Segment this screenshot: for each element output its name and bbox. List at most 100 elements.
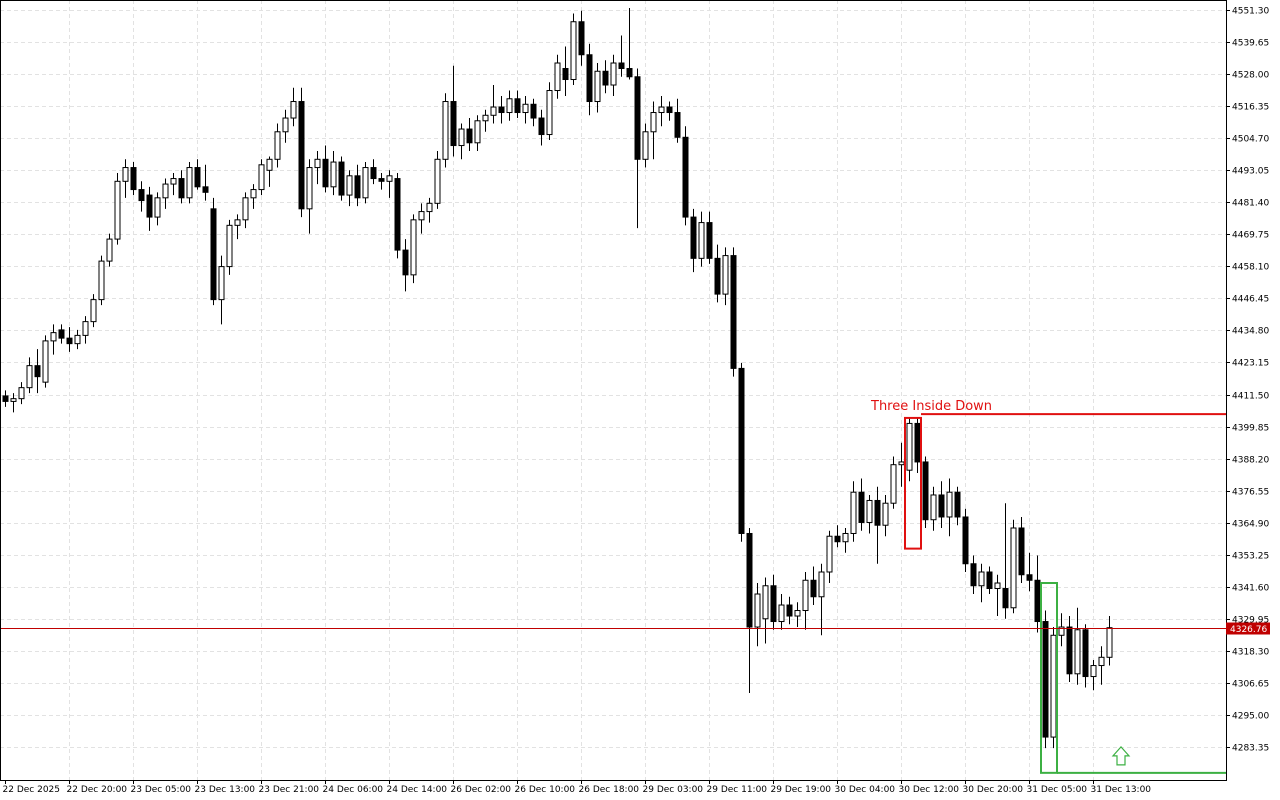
x-tick-label: 26 Dec 02:00 [451, 785, 512, 795]
candle-body [898, 461, 905, 466]
candle-body [58, 329, 65, 339]
candle-body [994, 582, 1001, 590]
candle-body [794, 610, 801, 617]
candle-body [778, 604, 785, 623]
candle-body [762, 585, 769, 620]
pattern-box [1040, 582, 1058, 774]
candle-body [1026, 574, 1033, 581]
candle-body [490, 106, 497, 116]
candle-body [418, 211, 425, 221]
last-price-label: 4326.76 [1230, 625, 1267, 635]
x-tick-label: 24 Dec 14:00 [387, 785, 448, 795]
candle-body [562, 68, 569, 81]
x-tick-label: 23 Dec 13:00 [195, 785, 256, 795]
candle-body [266, 158, 273, 171]
candle-body [314, 158, 321, 169]
candle-body [1066, 626, 1073, 675]
candle-body [986, 571, 993, 590]
candle-body [634, 76, 641, 160]
candle-body [330, 161, 337, 188]
x-tick-label: 22 Dec 2025 [3, 785, 61, 795]
candle-body [162, 183, 169, 199]
candle-body [946, 491, 953, 518]
candle-body [698, 222, 705, 259]
candle-body [938, 494, 945, 518]
candle-body [1050, 634, 1057, 738]
candle-body [130, 167, 137, 191]
x-tick-label: 31 Dec 05:00 [1027, 785, 1088, 795]
y-tick-label: 4318.30 [1232, 648, 1269, 658]
x-tick-label: 31 Dec 13:00 [1091, 785, 1152, 795]
candle-body [1018, 527, 1025, 576]
candle-body [466, 128, 473, 144]
candle-body [426, 202, 433, 213]
candle-body [74, 334, 81, 345]
candle-body [962, 516, 969, 565]
y-tick-label: 4481.40 [1232, 199, 1269, 209]
y-tick-label: 4306.65 [1232, 680, 1269, 690]
candle-body [922, 461, 929, 521]
y-tick-label: 4528.00 [1232, 71, 1269, 81]
candle-body [746, 532, 753, 628]
candle-body [1010, 527, 1017, 609]
x-tick-label: 24 Dec 06:00 [323, 785, 384, 795]
candle-body [362, 167, 369, 199]
y-tick-label: 4341.60 [1232, 584, 1269, 594]
axes: 4551.30 4539.65 4528.00 4516.35 4504.70 4493.… [3, 7, 1270, 795]
candle-body [354, 175, 361, 199]
x-tick-label: 22 Dec 20:00 [67, 785, 128, 795]
y-tick-label: 4329.95 [1232, 616, 1269, 626]
candle-body [1074, 629, 1081, 675]
candle-body [1098, 656, 1105, 667]
y-tick-label: 4469.75 [1232, 231, 1269, 241]
candle-body [866, 499, 873, 523]
candle-body [626, 68, 633, 78]
candle-body [450, 101, 457, 147]
candle-body [202, 186, 209, 193]
candle-body [26, 365, 33, 389]
candle-body [1058, 626, 1065, 636]
candle-body [506, 98, 513, 114]
candle-body [842, 532, 849, 543]
candle-body [930, 494, 937, 521]
candle-body [482, 114, 489, 122]
pattern-box [904, 416, 922, 550]
candle-body [914, 422, 921, 463]
candle-body [234, 219, 241, 226]
candle-body [738, 367, 745, 534]
y-tick-label: 4353.25 [1232, 552, 1269, 562]
candle-body [586, 54, 593, 103]
candle-body [530, 103, 537, 119]
candle-body [226, 224, 233, 268]
candle-body [666, 106, 673, 114]
last-price-tag [1226, 622, 1270, 635]
candle-body [618, 62, 625, 70]
candle-body [1090, 665, 1097, 678]
candle-body [682, 136, 689, 218]
candle-body [546, 90, 553, 136]
candle-body [570, 21, 577, 81]
candle-body [194, 167, 201, 188]
candle-body [210, 208, 217, 301]
candle-body [42, 340, 49, 383]
x-tick-label: 26 Dec 10:00 [515, 785, 576, 795]
candle-body [850, 491, 857, 534]
candle-body [722, 255, 729, 295]
candle-body [578, 21, 585, 56]
candle-body [882, 502, 889, 526]
candle-body [66, 337, 73, 345]
candle-body [338, 161, 345, 196]
candle-body [690, 216, 697, 259]
y-tick-label: 4446.45 [1232, 295, 1269, 305]
x-tick-label: 29 Dec 11:00 [707, 785, 768, 795]
x-tick-label: 30 Dec 12:00 [899, 785, 960, 795]
candle-body [34, 365, 41, 378]
candle-body [298, 101, 305, 210]
plot: Three Inside Down [0, 7, 1226, 774]
y-tick-label: 4551.30 [1232, 7, 1269, 17]
y-tick-label: 4376.55 [1232, 488, 1269, 498]
y-tick-label: 4283.35 [1232, 744, 1269, 754]
y-tick-label: 4399.85 [1232, 424, 1269, 434]
candle-body [170, 178, 177, 185]
candle-body [522, 103, 529, 114]
